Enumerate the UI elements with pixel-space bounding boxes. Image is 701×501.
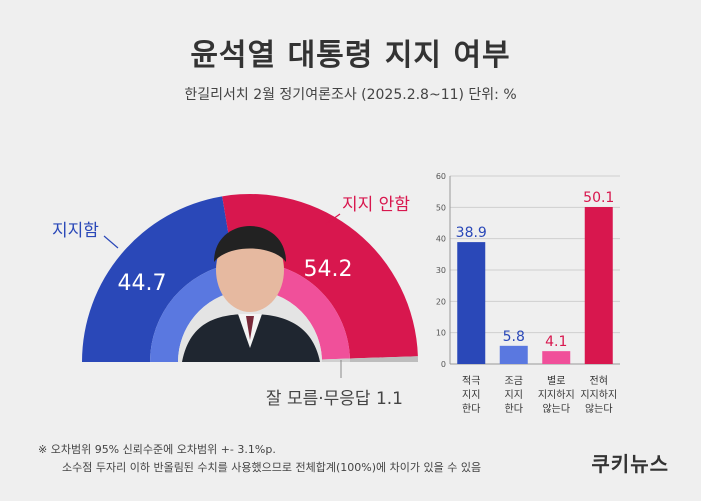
- pie-inner-slice-support: [150, 263, 239, 362]
- pie-inner-slice-unknown: [321, 358, 350, 362]
- bar-value-label: 38.9: [456, 225, 487, 241]
- pie-legend-support: 지지함: [52, 221, 99, 241]
- pie-slice-unknown: [349, 356, 418, 362]
- bar-category-label: 지지하지: [538, 388, 575, 401]
- bar-value-label: 50.1: [583, 190, 614, 206]
- bar-category-label: 지지: [462, 389, 480, 401]
- brand-logo-text: 쿠키뉴스: [591, 452, 669, 476]
- pie-leader-oppose: [325, 213, 341, 225]
- bar-ytick-label: 10: [436, 329, 446, 338]
- chart-title: 윤석열 대통령 지지 여부: [190, 38, 511, 73]
- bar-somewhat-oppose: [542, 351, 571, 364]
- bar-strongly-support: [457, 242, 486, 364]
- pie-value-unknown: 잘 모름·무응답 1.1: [266, 389, 403, 409]
- portrait-tie: [246, 316, 254, 340]
- chart-subtitle: 한길리서치 2월 정기여론조사 (2025.2.8~11) 단위: %: [184, 87, 517, 103]
- bar-category-label: 별로: [547, 375, 565, 387]
- pie-value-support: 44.7: [118, 271, 167, 296]
- bar-ytick-label: 0: [441, 360, 446, 369]
- bar-category-label: 한다: [505, 403, 523, 415]
- pie-value-oppose: 54.2: [304, 257, 353, 282]
- bar-category-label: 않는다: [542, 403, 570, 415]
- bar-value-label: 4.1: [545, 334, 567, 350]
- bar-ytick-label: 20: [436, 297, 446, 306]
- bar-ytick-label: 30: [436, 266, 446, 275]
- footnote-margin-of-error: ※ 오차범위 95% 신뢰수준에 오차범위 +- 3.1%p.: [38, 443, 276, 456]
- bar-category-label: 않는다: [585, 403, 613, 415]
- bar-ytick-label: 40: [436, 235, 446, 244]
- bar-category-label: 조금: [505, 375, 523, 387]
- bar-category-label: 전혀: [590, 375, 608, 387]
- bar-ytick-label: 60: [436, 172, 446, 181]
- bar-ytick-label: 50: [436, 203, 446, 212]
- pie-slice-support: [82, 196, 234, 362]
- bar-value-label: 5.8: [503, 329, 525, 345]
- pie-legend-oppose: 지지 안함: [342, 195, 410, 215]
- bar-category-label: 한다: [462, 403, 480, 415]
- pie-leader-support: [103, 235, 119, 249]
- footnote-rounding: 소수점 두자리 이하 반올림된 수치를 사용했으므로 전체합계(100%)에 차…: [62, 461, 482, 474]
- bar-category-label: 지지: [505, 389, 523, 401]
- portrait-hair: [214, 226, 286, 262]
- bar-category-label: 지지하지: [580, 388, 617, 401]
- bar-strongly-oppose: [584, 207, 613, 364]
- bar-somewhat-support: [499, 345, 528, 364]
- bar-category-label: 적극: [462, 375, 480, 387]
